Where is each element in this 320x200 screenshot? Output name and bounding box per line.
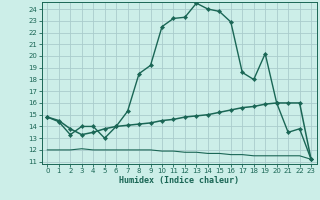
X-axis label: Humidex (Indice chaleur): Humidex (Indice chaleur) [119, 176, 239, 185]
